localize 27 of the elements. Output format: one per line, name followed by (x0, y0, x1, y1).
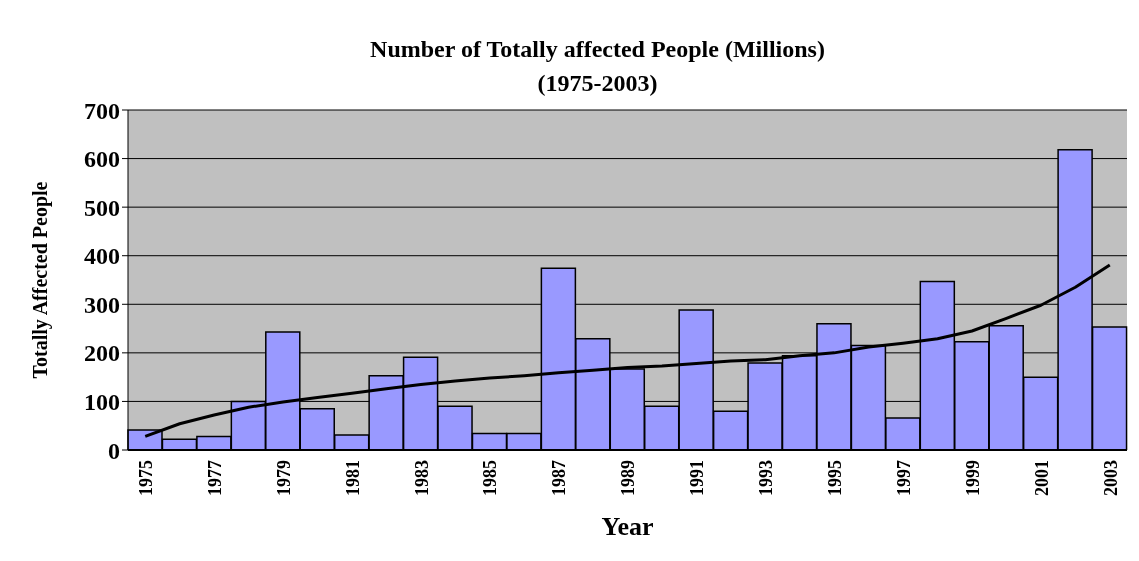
x-tick-label: 1999 (962, 460, 983, 496)
y-tick-label: 600 (84, 146, 120, 173)
x-tick-label: 1993 (756, 460, 777, 496)
y-tick-label: 500 (84, 194, 120, 221)
y-tick-label: 100 (84, 388, 120, 415)
x-tick-label: 1983 (411, 460, 432, 496)
x-tick-label: 2003 (1100, 460, 1121, 496)
x-tick-label: 1979 (273, 460, 294, 496)
y-tick-label: 700 (84, 97, 120, 124)
x-tick-label: 1975 (136, 460, 156, 496)
y-tick-label: 0 (108, 437, 120, 464)
chart-title: Number of Totally affected People (Millions) (369, 35, 826, 64)
x-tick-label: 1997 (893, 460, 914, 496)
x-tick-label: 2001 (1031, 460, 1052, 496)
x-tick-label: 1981 (342, 460, 363, 496)
y-tick-label: 300 (84, 291, 120, 318)
x-tick-label: 1987 (549, 460, 570, 496)
y-tick-label: 200 (84, 340, 120, 367)
x-tick-label: 1977 (204, 460, 225, 496)
chart-subtitle: (1975-2003) (537, 70, 658, 96)
x-tick-label: 1985 (480, 460, 501, 496)
x-tick-label: 1995 (824, 460, 845, 496)
x-tick-label: 1989 (618, 460, 639, 496)
x-axis-title: Year (601, 512, 654, 541)
y-tick-label: 400 (84, 243, 120, 270)
x-tick-label: 1991 (687, 460, 708, 496)
y-axis-title: Totally Affected People (29, 181, 53, 379)
